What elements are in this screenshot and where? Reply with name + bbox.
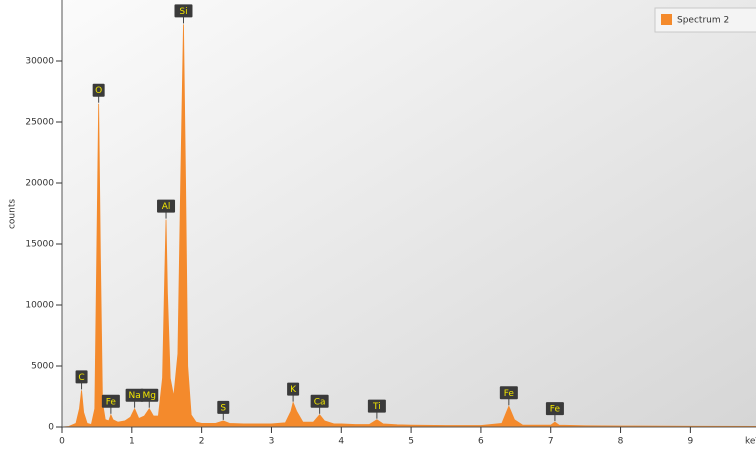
peak-label-box xyxy=(287,382,300,396)
peak-label: Fe xyxy=(504,389,515,399)
peak-label: Fe xyxy=(550,405,561,415)
peak-label: Ca xyxy=(314,397,326,407)
peak-label: Na xyxy=(128,391,140,401)
legend-label: Spectrum 2 xyxy=(677,16,729,26)
peak-label-box xyxy=(310,394,329,408)
peak-label-box xyxy=(499,386,518,400)
x-tick-label: 4 xyxy=(338,437,344,447)
x-tick-label: 7 xyxy=(548,437,554,447)
x-axis-label: keV xyxy=(745,437,756,447)
peak-label-box xyxy=(75,370,88,384)
x-tick-label: 3 xyxy=(269,437,275,447)
peak-label-box xyxy=(367,399,386,413)
peak-label: Si xyxy=(179,7,187,17)
y-tick-label: 0 xyxy=(48,423,54,433)
y-tick-label: 15000 xyxy=(25,240,54,250)
peak-label-box xyxy=(217,400,230,414)
y-tick-label: 30000 xyxy=(25,57,54,67)
peak-label: Ti xyxy=(372,402,381,412)
peak-label: Al xyxy=(162,202,171,212)
peak-label: Mg xyxy=(143,391,156,401)
peak-label: K xyxy=(290,385,297,395)
x-tick-label: 9 xyxy=(688,437,694,447)
peak-label-box xyxy=(125,388,144,402)
x-tick-label: 1 xyxy=(129,437,135,447)
peak-label-box xyxy=(174,4,193,18)
peak-label: Fe xyxy=(106,397,117,407)
legend-swatch xyxy=(661,14,672,25)
peak-label-box xyxy=(140,388,159,402)
y-axis-label: counts xyxy=(8,199,18,229)
y-tick-label: 25000 xyxy=(25,118,54,128)
x-tick-label: 8 xyxy=(618,437,624,447)
peak-label: O xyxy=(95,86,102,96)
peak-label-box xyxy=(101,394,120,408)
peak-label-box xyxy=(545,402,564,416)
x-tick-label: 5 xyxy=(408,437,414,447)
x-tick-label: 0 xyxy=(59,437,65,447)
y-tick-label: 10000 xyxy=(25,301,54,311)
peak-label: C xyxy=(78,373,84,383)
y-tick-label: 20000 xyxy=(25,179,54,189)
spectrum-area xyxy=(61,24,756,428)
peak-label-box xyxy=(157,199,176,213)
y-tick-label: 5000 xyxy=(31,362,54,372)
x-tick-label: 6 xyxy=(478,437,484,447)
peak-label-box xyxy=(92,83,105,97)
x-tick-label: 2 xyxy=(199,437,205,447)
peak-label: S xyxy=(220,403,226,413)
